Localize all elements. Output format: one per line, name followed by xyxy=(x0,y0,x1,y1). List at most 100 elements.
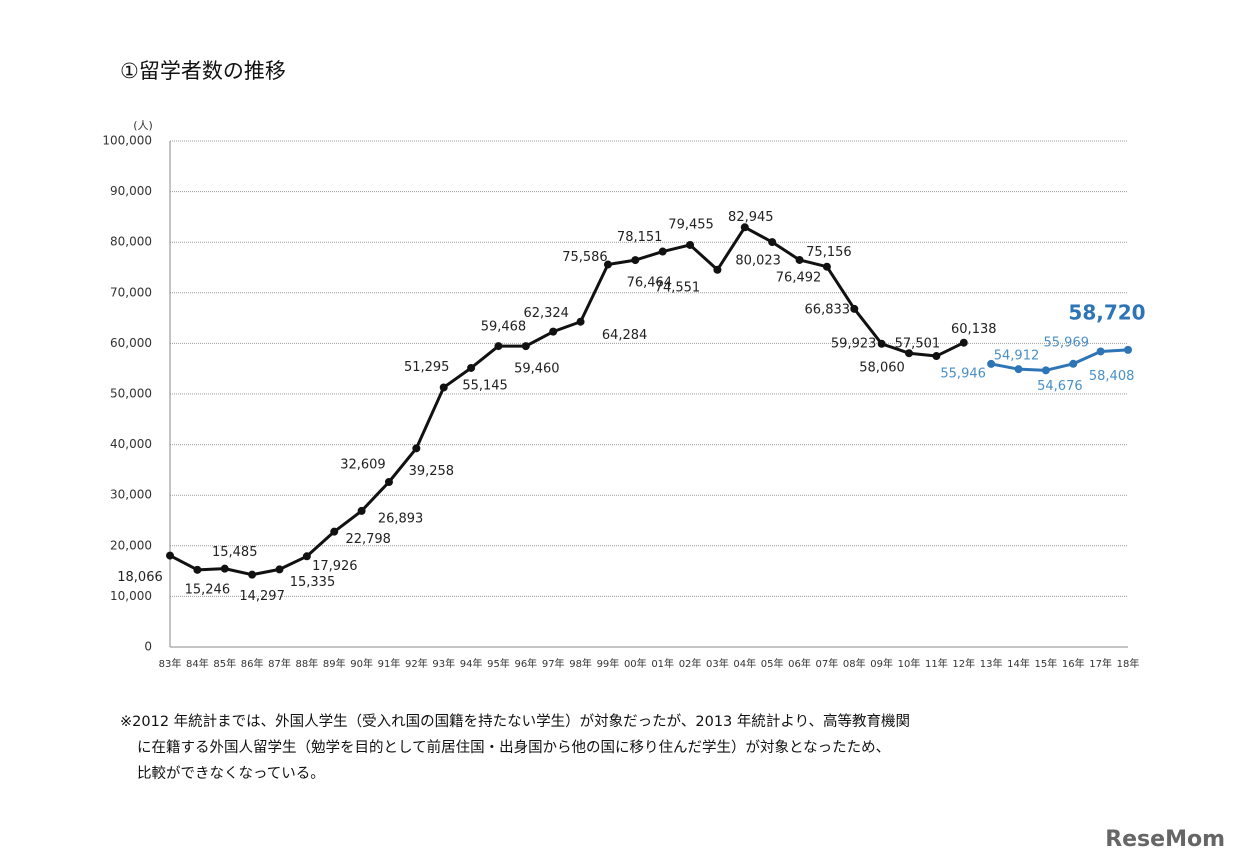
data-point xyxy=(576,317,585,326)
x-tick-label: 10年 xyxy=(898,657,921,670)
x-tick-label: 07年 xyxy=(816,657,839,670)
y-tick-label: 10,000 xyxy=(110,589,152,603)
y-tick-label: 20,000 xyxy=(110,538,152,552)
x-tick-label: 88年 xyxy=(295,657,318,670)
y-tick-label: 30,000 xyxy=(110,488,152,502)
data-point xyxy=(795,255,804,264)
data-point xyxy=(768,238,777,247)
x-tick-label: 01年 xyxy=(651,657,674,670)
value-label: 59,460 xyxy=(514,362,560,377)
y-tick-label: 100,000 xyxy=(102,134,152,148)
data-point xyxy=(1124,345,1132,354)
data-point xyxy=(302,552,311,561)
data-point xyxy=(713,265,722,274)
x-tick-label: 87年 xyxy=(268,657,291,670)
data-point xyxy=(658,247,667,256)
data-point xyxy=(1096,347,1105,356)
data-point xyxy=(166,551,174,560)
series-line xyxy=(169,225,965,577)
y-tick-label: 70,000 xyxy=(110,285,152,299)
value-label: 58,720 xyxy=(1068,300,1145,324)
data-point xyxy=(549,327,558,336)
data-point xyxy=(740,223,749,232)
note-line: 比較ができなくなっている。 xyxy=(137,764,325,782)
data-point xyxy=(1014,365,1023,374)
note-line: に在籍する外国人留学生（勉学を目的として前居住国・出身国から他の国に移り住んだ学… xyxy=(137,739,890,756)
x-tick-label: 83年 xyxy=(159,657,182,670)
value-label: 18,066 xyxy=(117,570,163,585)
x-tick-label: 16年 xyxy=(1062,657,1085,670)
y-tick-label: 50,000 xyxy=(110,387,152,401)
value-label: 60,138 xyxy=(951,322,997,337)
data-point xyxy=(603,260,612,269)
data-point xyxy=(905,349,914,358)
data-point xyxy=(193,565,202,574)
data-point xyxy=(1069,359,1078,368)
data-point xyxy=(850,304,859,313)
y-tick-label: 0 xyxy=(144,640,152,654)
value-label: 62,324 xyxy=(523,306,569,321)
y-tick-label: 80,000 xyxy=(110,235,152,249)
data-point xyxy=(494,342,503,351)
x-tick-label: 02年 xyxy=(679,657,702,670)
data-point xyxy=(987,359,996,368)
data-point xyxy=(521,342,530,351)
x-tick-label: 18年 xyxy=(1117,657,1140,670)
x-tick-label: 03年 xyxy=(706,657,729,670)
x-tick-label: 08年 xyxy=(843,657,866,670)
x-tick-label: 84年 xyxy=(186,657,209,670)
data-point xyxy=(384,477,393,486)
x-tick-label: 05年 xyxy=(761,657,784,670)
value-label: 55,145 xyxy=(462,378,508,393)
x-tick-label: 17年 xyxy=(1089,657,1112,670)
value-label: 58,060 xyxy=(859,361,905,376)
x-tick-label: 12年 xyxy=(952,657,975,670)
value-label: 57,501 xyxy=(895,337,941,352)
value-label: 54,676 xyxy=(1037,379,1083,394)
x-tick-label: 94年 xyxy=(460,657,483,670)
x-tick-label: 86年 xyxy=(241,657,264,670)
y-tick-label: 40,000 xyxy=(110,437,152,451)
value-label: 51,295 xyxy=(404,360,450,375)
x-tick-label: 93年 xyxy=(432,657,455,670)
value-label: 75,156 xyxy=(806,245,852,260)
data-point xyxy=(822,262,831,271)
data-point xyxy=(412,444,421,453)
data-point xyxy=(932,352,941,361)
value-label: 15,335 xyxy=(290,575,336,590)
y-tick-label: 90,000 xyxy=(110,184,152,198)
x-tick-label: 13年 xyxy=(980,657,1003,670)
x-tick-label: 14年 xyxy=(1007,657,1030,670)
value-label: 64,284 xyxy=(602,328,648,343)
x-tick-label: 95年 xyxy=(487,657,510,670)
value-label: 59,468 xyxy=(481,320,527,335)
value-label: 55,946 xyxy=(940,366,986,381)
value-label: 17,926 xyxy=(312,559,358,574)
x-tick-label: 15年 xyxy=(1035,657,1058,670)
x-tick-label: 09年 xyxy=(870,657,893,670)
data-point xyxy=(686,240,695,249)
value-label: 82,945 xyxy=(728,210,774,225)
data-point xyxy=(959,338,968,347)
x-tick-label: 04年 xyxy=(733,657,756,670)
x-tick-label: 99年 xyxy=(597,657,620,670)
value-label: 79,455 xyxy=(668,217,714,232)
data-point xyxy=(220,564,229,573)
x-tick-label: 00年 xyxy=(624,657,647,670)
series-line xyxy=(990,348,1129,372)
data-point xyxy=(248,570,257,579)
value-label: 59,923 xyxy=(831,336,877,351)
x-tick-label: 06年 xyxy=(788,657,811,670)
y-tick-label: 60,000 xyxy=(110,336,152,350)
watermark: ReseMom xyxy=(1105,827,1225,852)
chart-title: ①留学者数の推移 xyxy=(120,59,286,83)
data-point xyxy=(275,565,284,574)
value-label: 55,969 xyxy=(1044,335,1090,350)
value-label: 76,464 xyxy=(627,276,673,291)
value-label: 58,408 xyxy=(1089,369,1135,384)
value-label: 15,485 xyxy=(212,545,258,560)
data-point xyxy=(631,256,640,265)
data-point xyxy=(357,506,366,515)
value-label: 22,798 xyxy=(345,532,391,547)
